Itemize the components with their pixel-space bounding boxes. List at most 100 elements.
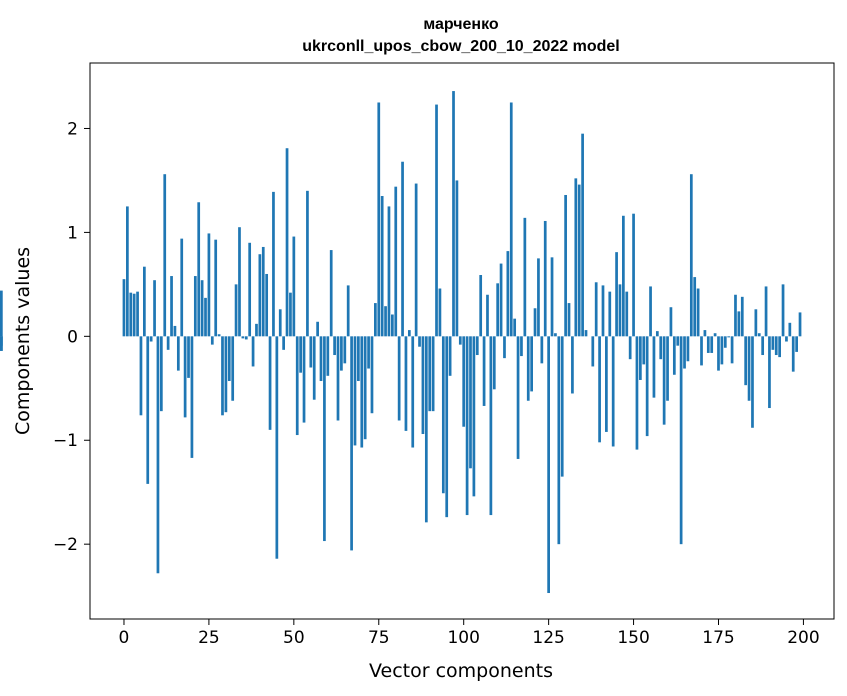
bar-170: [700, 336, 703, 366]
bar-119: [526, 336, 530, 401]
bar-92: [435, 104, 438, 337]
bar-104: [475, 336, 479, 356]
bar-145: [615, 252, 618, 337]
bar-127: [554, 333, 557, 337]
bar-34: [238, 227, 241, 337]
chart-title-line-2: ukrconll_upos_cbow_200_10_2022 model: [302, 38, 619, 55]
bar-112: [503, 336, 506, 359]
bar-183: [744, 336, 748, 386]
bar-16: [176, 336, 180, 371]
bar-73: [370, 336, 374, 414]
x-tick-label: 100: [447, 628, 479, 648]
bar-undefined: [0, 336, 3, 351]
bar-47: [282, 336, 285, 350]
bar-52: [299, 336, 302, 373]
bar-undefined: [0, 290, 3, 337]
bar-31: [227, 336, 231, 382]
bar-85: [411, 336, 415, 448]
bar-82: [401, 161, 404, 337]
bar-62: [333, 336, 336, 356]
bar-30: [224, 336, 228, 413]
bar-67: [350, 336, 353, 551]
bar-66: [346, 285, 350, 337]
bar-40: [258, 254, 262, 337]
bar-32: [231, 336, 235, 401]
bar-48: [285, 148, 289, 337]
bar-60: [326, 336, 330, 376]
bar-187: [757, 333, 761, 337]
bar-18: [183, 336, 187, 418]
bar-124: [543, 220, 547, 337]
bar-179: [730, 336, 734, 364]
bar-84: [407, 330, 411, 337]
bar-193: [778, 336, 781, 358]
bar-21: [193, 276, 197, 337]
bar-199: [798, 312, 802, 337]
bar-81: [397, 336, 401, 421]
bar-44: [272, 191, 275, 337]
bar-64: [340, 336, 343, 371]
bar-178: [727, 336, 731, 338]
bar-138: [591, 336, 595, 367]
bar-22: [197, 202, 201, 337]
y-axis-ticks: −2 −1 0 1 2: [53, 119, 90, 555]
bar-103: [472, 336, 476, 497]
bar-142: [605, 336, 608, 432]
bar-95: [445, 336, 449, 518]
bar-5: [139, 336, 143, 416]
bar-12: [163, 174, 167, 337]
x-tick-label: 50: [283, 628, 305, 648]
bar-158: [659, 336, 663, 360]
bar-46: [278, 309, 282, 337]
bar-166: [686, 336, 690, 362]
bar-114: [509, 102, 513, 337]
bar-171: [703, 330, 707, 337]
bar-61: [329, 250, 333, 337]
bar-53: [302, 336, 306, 423]
bar-164: [679, 336, 683, 545]
bar-15: [173, 325, 177, 337]
y-tick-label: 2: [67, 119, 78, 139]
bar-167: [689, 174, 693, 337]
bar-135: [581, 133, 584, 337]
bar-131: [567, 303, 571, 337]
bar-79: [391, 314, 394, 337]
bar-91: [431, 336, 435, 412]
bar-26: [210, 336, 214, 345]
bar-17: [180, 238, 184, 337]
bar-182: [740, 296, 744, 337]
bar-184: [747, 336, 751, 401]
bar-136: [584, 330, 588, 337]
bar-176: [720, 336, 724, 365]
bar-23: [200, 280, 204, 337]
bar-105: [479, 275, 483, 337]
bar-86: [414, 183, 418, 337]
bar-99: [458, 336, 462, 345]
x-axis-ticks: 0 25 50 75 100 125 150 175 200: [119, 619, 820, 648]
bar-1: [126, 206, 129, 337]
bar-195: [785, 336, 788, 342]
bar-87: [418, 336, 421, 347]
x-tick-label: 200: [787, 628, 819, 648]
bar-36: [244, 336, 248, 340]
bar-101: [465, 336, 469, 516]
bar-69: [357, 336, 360, 382]
bar-68: [353, 336, 357, 446]
bar-122: [537, 258, 540, 337]
bar-180: [734, 294, 737, 337]
bar-129: [560, 336, 564, 477]
bar-89: [424, 336, 428, 523]
bar-186: [754, 309, 758, 337]
x-axis-label: Vector components: [369, 660, 553, 682]
bar-76: [380, 196, 384, 337]
bar-185: [751, 336, 754, 428]
x-tick-label: 125: [532, 628, 564, 648]
y-tick-label: 1: [67, 223, 78, 243]
bar-63: [336, 336, 340, 421]
bar-133: [574, 178, 578, 337]
bar-143: [608, 291, 612, 337]
bar-58: [319, 336, 323, 382]
bar-134: [577, 184, 581, 337]
bar-49: [289, 292, 292, 337]
bar-10: [156, 336, 160, 574]
